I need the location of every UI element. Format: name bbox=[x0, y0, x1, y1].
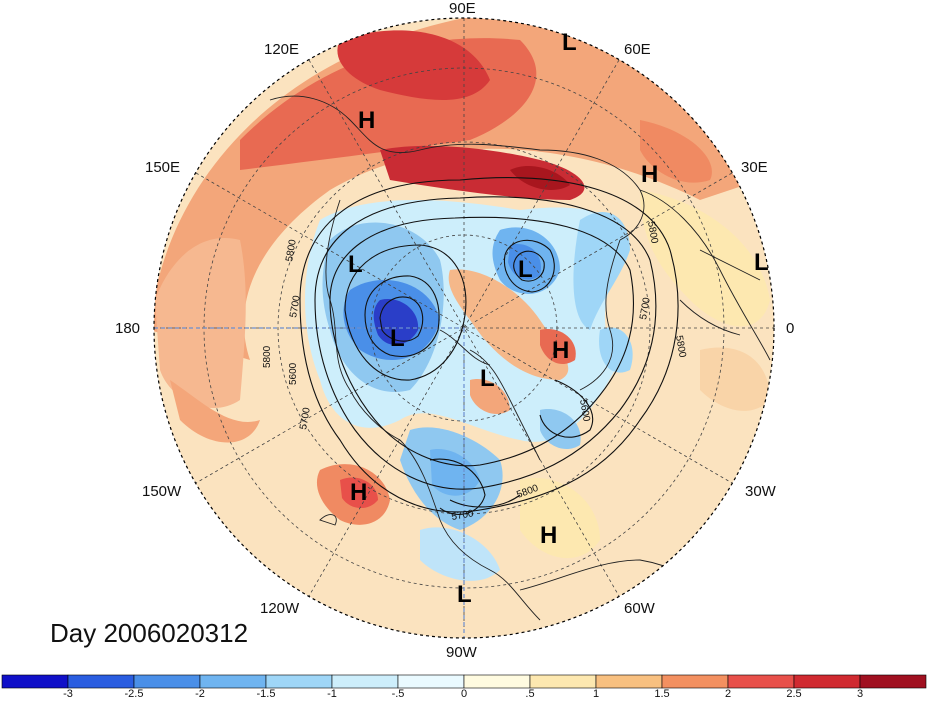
longitude-label-180: 180 bbox=[115, 320, 141, 337]
longitude-label-30w: 30W bbox=[745, 483, 776, 500]
colorbar-tick-label: .5 bbox=[525, 688, 535, 700]
colorbar-tick-label: 2.5 bbox=[786, 688, 802, 700]
longitude-label-150w: 150W bbox=[142, 483, 182, 500]
colorbar-swatch bbox=[133, 674, 201, 689]
longitude-label-60e: 60E bbox=[624, 41, 651, 58]
longitude-label-90e: 90E bbox=[449, 0, 476, 17]
low-marker: L bbox=[518, 256, 533, 283]
low-marker: L bbox=[562, 29, 577, 56]
contour-label: 5700 bbox=[451, 508, 475, 523]
colorbar-tick-label: -.5 bbox=[391, 688, 405, 700]
longitude-label-60w: 60W bbox=[624, 600, 655, 617]
contour-label: 5800 bbox=[284, 238, 299, 262]
pressure-centers: H H H H H L L L L L L L bbox=[348, 29, 769, 608]
colorbar-swatch bbox=[859, 674, 927, 689]
longitude-label-30e: 30E bbox=[741, 159, 768, 176]
contour-label: 5800 bbox=[262, 345, 273, 368]
map-title: Day 2006020312 bbox=[50, 618, 249, 648]
colorbar-swatch bbox=[595, 674, 663, 689]
colorbar-swatch bbox=[529, 674, 597, 689]
colorbar-tick-label: 1.5 bbox=[654, 688, 670, 700]
contour-label: 5800 bbox=[673, 335, 688, 359]
contour-label: 5700 bbox=[288, 294, 303, 318]
colorbar-swatch bbox=[397, 674, 465, 689]
contour-label: 5600 bbox=[577, 399, 592, 423]
high-marker: H bbox=[552, 337, 569, 364]
colorbar-swatch bbox=[1, 674, 69, 689]
low-marker: L bbox=[390, 325, 405, 352]
longitude-label-0: 0 bbox=[786, 320, 795, 337]
contour-label: 5600 bbox=[288, 362, 299, 385]
colorbar-tick-label: -2 bbox=[195, 688, 205, 700]
colorbar-swatch bbox=[793, 674, 861, 689]
colorbar-swatch bbox=[463, 674, 531, 689]
colorbar-swatch bbox=[67, 674, 135, 689]
high-marker: H bbox=[358, 107, 375, 134]
colorbar-swatch bbox=[265, 674, 333, 689]
contour-label: 5800 bbox=[645, 221, 660, 245]
height-contours bbox=[299, 177, 679, 515]
high-marker: H bbox=[350, 479, 367, 506]
colorbar-swatch bbox=[199, 674, 267, 689]
colorbar-tick-label: 0 bbox=[460, 688, 468, 700]
colorbar-tick-label: 3 bbox=[856, 688, 864, 700]
longitude-label-150e: 150E bbox=[145, 159, 181, 176]
contour-label: 5700 bbox=[638, 296, 653, 320]
colorbar-tick-label: -1.5 bbox=[256, 688, 276, 700]
colorbar-tick-label: 1 bbox=[592, 688, 600, 700]
colorbar-swatch bbox=[331, 674, 399, 689]
colorbar-swatch bbox=[727, 674, 795, 689]
contour-label-group: 5800 5700 5600 5800 5700 5800 5700 5600 … bbox=[262, 221, 688, 523]
low-marker: L bbox=[348, 251, 363, 278]
longitude-label-120w: 120W bbox=[260, 600, 300, 617]
colorbar-tick-label: -3 bbox=[63, 688, 73, 700]
colorbar bbox=[1, 674, 927, 689]
high-marker: H bbox=[540, 522, 557, 549]
coastlines bbox=[269, 95, 771, 621]
colorbar-swatch bbox=[661, 674, 729, 689]
colorbar-tick-label: -2.5 bbox=[124, 688, 144, 700]
longitude-label-90w: 90W bbox=[446, 644, 477, 661]
low-marker: L bbox=[457, 581, 472, 608]
low-marker: L bbox=[480, 365, 495, 392]
colorbar-tick-label: 2 bbox=[724, 688, 732, 700]
longitude-label-120e: 120E bbox=[264, 41, 300, 58]
colorbar-tick-label: -1 bbox=[327, 688, 337, 700]
high-marker: H bbox=[641, 161, 658, 188]
contour-label: 5700 bbox=[298, 406, 313, 430]
